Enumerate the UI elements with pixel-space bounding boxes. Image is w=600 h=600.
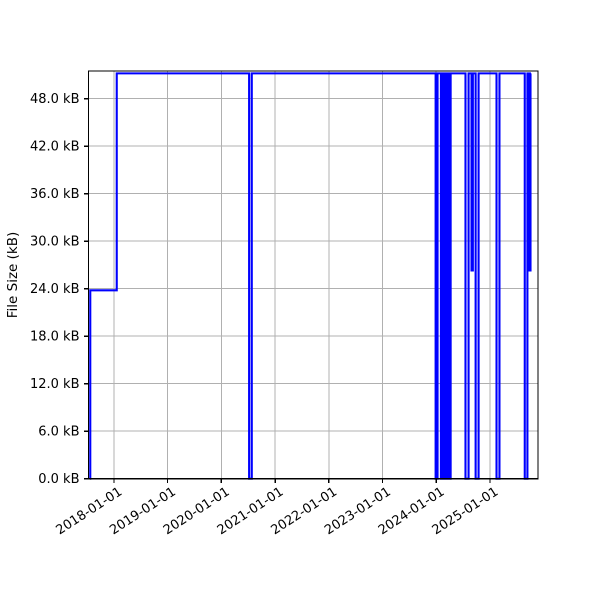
axes-box (87, 70, 539, 480)
x-axis: 2018-01-012019-01-012020-01-012021-01-01… (54, 478, 501, 538)
y-tick-label: 18.0 kB (30, 330, 80, 345)
y-tick-label: 0.0 kB (38, 472, 79, 487)
plot-area (88, 71, 538, 479)
y-tick-label: 24.0 kB (30, 282, 80, 297)
y-axis-label: File Size (kB) (5, 232, 21, 319)
y-axis: 0.0 kB 6.0 kB 12.0 kB 18.0 kB 24.0 kB 30.0 kB… (30, 92, 89, 487)
y-tick-label: 36.0 kB (30, 187, 80, 202)
axes-spines (87, 70, 539, 480)
plot-background (88, 71, 538, 479)
y-tick-label: 12.0 kB (30, 377, 80, 392)
y-tick-label: 48.0 kB (30, 92, 80, 107)
y-tick-label: 30.0 kB (30, 235, 80, 250)
y-tick-label: 6.0 kB (38, 425, 79, 440)
y-tick-label: 42.0 kB (30, 140, 80, 155)
